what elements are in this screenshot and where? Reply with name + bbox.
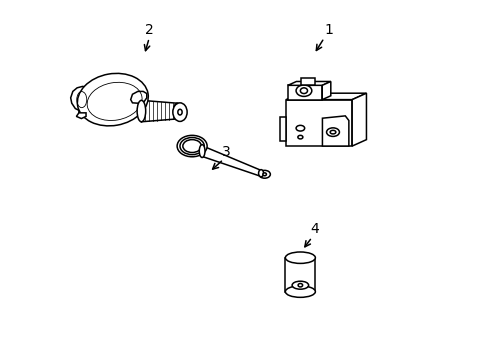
Ellipse shape: [292, 281, 309, 289]
Polygon shape: [288, 85, 322, 100]
Polygon shape: [322, 81, 331, 100]
Ellipse shape: [330, 130, 336, 134]
Ellipse shape: [173, 103, 181, 119]
Ellipse shape: [178, 109, 182, 115]
Polygon shape: [71, 86, 92, 114]
Polygon shape: [76, 113, 86, 118]
Text: 4: 4: [310, 222, 319, 237]
Ellipse shape: [263, 173, 267, 176]
Ellipse shape: [137, 100, 146, 122]
Ellipse shape: [296, 125, 305, 131]
Ellipse shape: [285, 286, 316, 297]
Ellipse shape: [300, 88, 308, 94]
Ellipse shape: [298, 283, 303, 287]
Text: 3: 3: [222, 145, 231, 158]
Polygon shape: [352, 93, 367, 146]
Ellipse shape: [180, 138, 204, 155]
Polygon shape: [322, 116, 349, 146]
Ellipse shape: [296, 85, 312, 96]
Ellipse shape: [177, 135, 207, 157]
Polygon shape: [280, 117, 286, 141]
Text: 1: 1: [324, 23, 333, 37]
Ellipse shape: [298, 135, 303, 139]
Polygon shape: [301, 78, 315, 85]
Polygon shape: [131, 91, 147, 103]
Ellipse shape: [259, 170, 264, 177]
Ellipse shape: [285, 252, 316, 264]
Ellipse shape: [173, 103, 187, 121]
Polygon shape: [286, 100, 352, 146]
Polygon shape: [288, 81, 331, 85]
Polygon shape: [286, 93, 367, 100]
Text: 2: 2: [145, 23, 154, 37]
Ellipse shape: [259, 170, 270, 178]
Ellipse shape: [77, 73, 148, 126]
Ellipse shape: [326, 128, 340, 136]
Ellipse shape: [183, 140, 201, 153]
Ellipse shape: [199, 145, 205, 157]
